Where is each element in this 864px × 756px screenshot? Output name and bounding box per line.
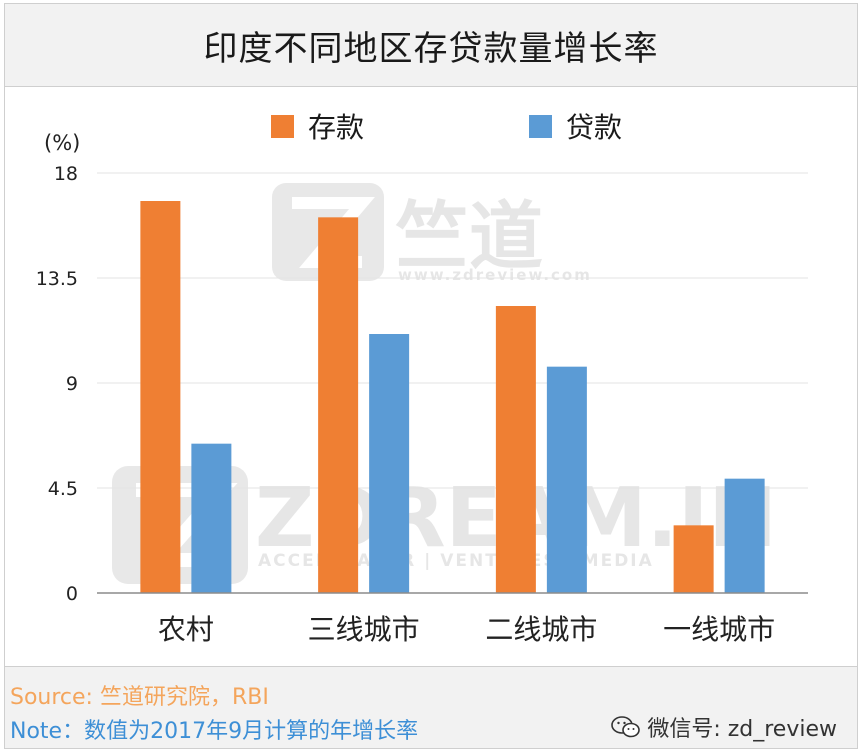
legend: 存款 贷款 bbox=[271, 111, 622, 144]
bars bbox=[140, 201, 765, 594]
y-unit-label: (%) bbox=[44, 131, 80, 155]
x-tick-label: 二线城市 bbox=[485, 613, 597, 646]
y-tick-labels: 0 4.5 9 13.5 18 bbox=[36, 163, 78, 605]
y-tick-label: 18 bbox=[54, 163, 78, 185]
wechat-account: 微信号: zd_review bbox=[611, 711, 837, 743]
legend-swatch-loan bbox=[529, 115, 552, 138]
x-tick-label: 一线城市 bbox=[663, 613, 775, 646]
footer: Source: 竺道研究院，RBI Note：数值为2017年9月计算的年增长率… bbox=[5, 666, 857, 748]
watermark-brand-cn: 竺道 bbox=[395, 194, 543, 280]
bar-loan bbox=[724, 478, 765, 593]
x-tick-label: 农村 bbox=[158, 613, 214, 646]
wechat-icon bbox=[611, 716, 641, 738]
bar-deposit bbox=[673, 525, 714, 593]
y-tick-label: 9 bbox=[66, 373, 78, 395]
watermark-brand-sub: ACCELERATOR | VENTURES | MEDIA bbox=[258, 551, 654, 571]
source-text: Source: 竺道研究院，RBI bbox=[10, 685, 269, 710]
wechat-id: 微信号: zd_review bbox=[647, 717, 837, 742]
x-tick-label: 三线城市 bbox=[308, 613, 420, 646]
watermark-brand-url: www.zdreview.com bbox=[398, 266, 592, 284]
title-bar: 印度不同地区存贷款量增长率 bbox=[5, 4, 857, 87]
bar-loan bbox=[546, 366, 587, 593]
bar-loan bbox=[369, 334, 410, 593]
chart-title: 印度不同地区存贷款量增长率 bbox=[203, 28, 659, 69]
bar-loan bbox=[191, 443, 232, 593]
legend-swatch-deposit bbox=[271, 115, 294, 138]
y-tick-label: 0 bbox=[66, 583, 78, 605]
chart-frame: 印度不同地区存贷款量增长率 Source: 竺道研究院，RBI Note：数值为… bbox=[4, 3, 858, 749]
x-tick-labels: 农村 三线城市 二线城市 一线城市 bbox=[158, 613, 775, 646]
note-text: Note：数值为2017年9月计算的年增长率 bbox=[10, 719, 419, 744]
bar-deposit bbox=[318, 217, 359, 594]
bar-deposit bbox=[140, 201, 181, 593]
legend-label-loan: 贷款 bbox=[566, 111, 622, 144]
legend-label-deposit: 存款 bbox=[308, 111, 364, 144]
y-tick-label: 13.5 bbox=[36, 268, 78, 290]
bar-deposit bbox=[495, 306, 536, 593]
grid-lines bbox=[97, 172, 808, 489]
y-tick-label: 4.5 bbox=[48, 478, 78, 500]
